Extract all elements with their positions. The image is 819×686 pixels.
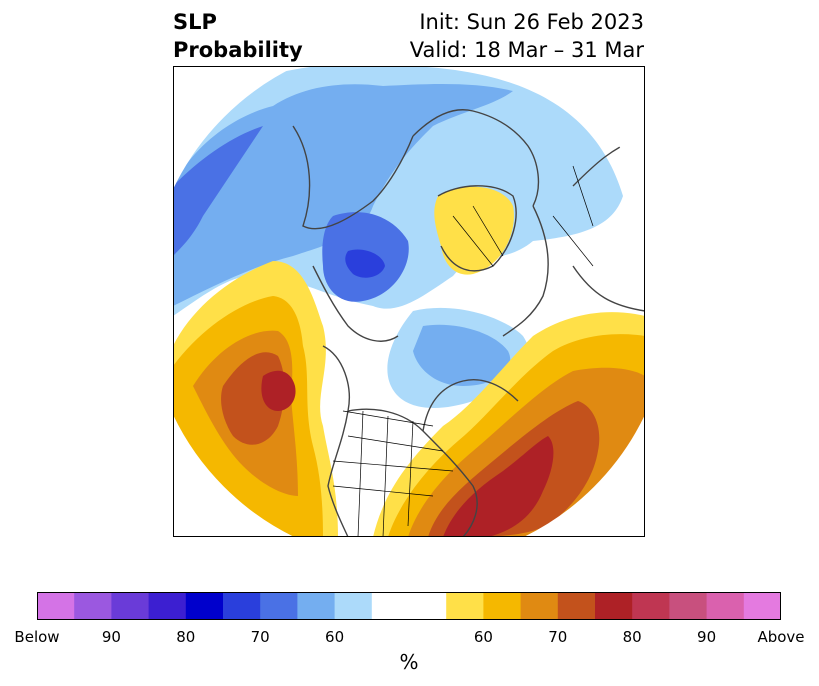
colorbar-cell [37,592,75,620]
colorbar-tick-label: 80 [622,628,642,646]
colorbar-tick-label: Above [757,628,805,646]
below-90-core [345,249,385,278]
colorbar-tick-label: Below [14,628,60,646]
title-init-date: Init: Sun 26 Feb 2023 [419,10,644,34]
colorbar-cell [669,592,708,620]
below-70-eastern-lobe [413,324,511,386]
colorbar-cell [743,592,781,620]
above-max-atlantic [443,436,554,537]
colorbar-tick-label: 60 [473,628,493,646]
colorbar-cell [371,592,410,620]
colorbar-cell [706,592,745,620]
colorbar-cell [185,592,224,620]
probability-map [173,66,645,537]
colorbar-tick-label: 90 [101,628,121,646]
title-variable: SLP [173,10,217,34]
above-60-arctic [434,186,514,275]
below-70-region [173,83,513,306]
colorbar-border [37,592,781,620]
colorbar-cell [260,592,298,620]
political-borders [332,165,594,537]
colorbar-cell [409,592,447,620]
above-max-pacific [261,370,296,411]
colorbar-cell [632,592,670,620]
colorbar-cell [223,592,261,620]
map-title-left: SLP Probability [173,8,303,64]
colorbar-tick-label: 90 [697,628,717,646]
colorbar-cell [74,592,112,620]
colorbar-cell [483,592,522,620]
colorbar-tick-label: 60 [325,628,345,646]
colorbar-units-label: % [399,650,419,674]
colorbar-tick-label: 70 [250,628,270,646]
colorbar-cell [595,592,633,620]
colorbar-cell [557,592,596,620]
colorbar [37,592,781,620]
colorbar-cell [297,592,336,620]
colorbar-tick-label: 70 [548,628,568,646]
title-metric: Probability [173,38,303,62]
map-border [173,66,645,537]
map-title-right: Init: Sun 26 Feb 2023 Valid: 18 Mar – 31… [410,8,644,64]
colorbar-tick-label: 80 [176,628,196,646]
colorbar-cell [520,592,559,620]
colorbar-cell [334,592,373,620]
colorbar-cell [111,592,150,620]
title-valid-range: Valid: 18 Mar – 31 Mar [409,38,644,62]
colorbar-cell [446,592,484,620]
colorbar-cell [148,592,187,620]
below-80-region [173,126,263,256]
